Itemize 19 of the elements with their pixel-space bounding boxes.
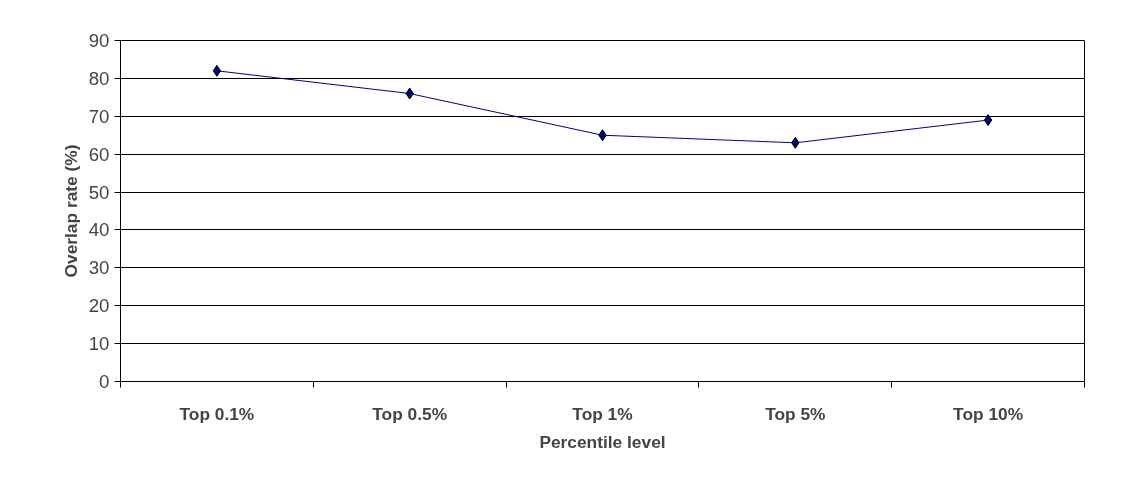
point	[212, 64, 222, 77]
y-tick-label: 10	[88, 333, 110, 355]
y-tick-label: 30	[88, 257, 110, 279]
y-tick-label: 70	[88, 105, 110, 127]
y-tick-label: 90	[88, 30, 110, 51]
y-tick-label: 40	[88, 219, 110, 241]
x-tick-label: Top 0.1%	[179, 403, 255, 424]
y-tick-label: 80	[88, 67, 110, 89]
y-tick-label: 60	[88, 143, 110, 165]
point	[983, 114, 993, 127]
x-tick-label: Top 5%	[765, 403, 826, 424]
x-tick-label: Top 0.5%	[372, 403, 448, 424]
x-tick-label: Top 10%	[953, 403, 1024, 424]
y-tick-label: 50	[88, 181, 110, 203]
x-tick-label: Top 1%	[572, 403, 633, 424]
y-axis-title: Overlap rate (%)	[60, 144, 81, 278]
x-axis-title: Percentile level	[539, 431, 666, 452]
y-tick-label: 0	[99, 371, 110, 392]
y-tick-label: 20	[88, 295, 110, 317]
